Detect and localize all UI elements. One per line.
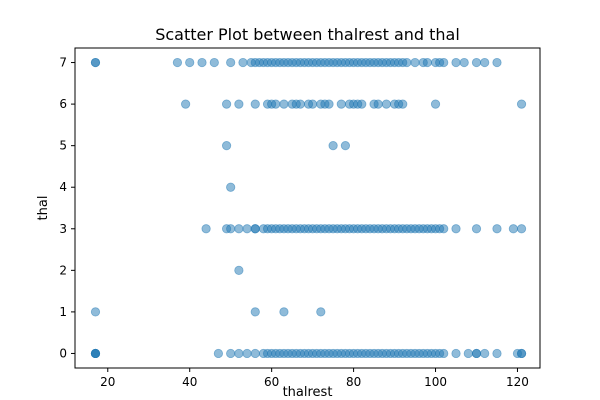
data-point [271, 99, 281, 109]
data-point [226, 224, 236, 234]
y-tick-label: 5 [59, 139, 67, 153]
x-tick-label: 80 [346, 375, 361, 389]
data-point [480, 57, 490, 68]
data-point [422, 57, 432, 68]
data-point [250, 348, 260, 359]
points-layer [90, 57, 527, 359]
data-point [279, 307, 289, 317]
data-point [324, 99, 334, 109]
data-point [209, 57, 219, 68]
plot-frame [74, 47, 541, 369]
data-point [250, 99, 260, 109]
data-point [279, 99, 289, 109]
y-tick-label: 3 [59, 222, 67, 236]
y-tick-label: 7 [59, 56, 67, 70]
y-tick-label: 1 [59, 305, 67, 319]
data-point [492, 348, 502, 359]
data-point [463, 348, 473, 359]
data-point [234, 99, 244, 109]
data-point [439, 57, 449, 68]
data-point [459, 57, 469, 68]
data-point [328, 141, 338, 151]
data-point [250, 224, 260, 234]
data-point [226, 348, 236, 359]
data-point [234, 224, 244, 234]
data-point [516, 348, 527, 359]
data-point [402, 57, 412, 68]
data-point [373, 99, 383, 109]
data-point [238, 57, 248, 68]
data-point [471, 57, 482, 68]
x-axis-label: thalrest [283, 385, 333, 400]
data-point [221, 141, 232, 151]
data-point [516, 99, 527, 109]
data-point [471, 224, 482, 234]
y-axis-label: thal [36, 196, 51, 221]
data-point [242, 224, 252, 234]
data-point [398, 99, 408, 109]
data-point [340, 141, 350, 151]
data-point [197, 57, 207, 68]
data-point [357, 99, 367, 109]
data-point [181, 99, 191, 109]
x-tick-label: 100 [424, 375, 447, 389]
data-point [451, 348, 461, 359]
y-tick-label: 6 [59, 97, 67, 111]
data-point [250, 307, 260, 317]
data-point [451, 57, 461, 68]
data-point [471, 348, 482, 359]
data-point [316, 307, 326, 317]
data-point [242, 348, 252, 359]
data-point [90, 57, 101, 68]
data-point [295, 99, 305, 109]
data-point [451, 224, 461, 234]
data-point [508, 224, 518, 234]
data-point [172, 57, 183, 68]
x-tick-label: 40 [182, 375, 197, 389]
y-tick-label: 4 [59, 180, 67, 194]
data-point [226, 57, 236, 68]
data-point [90, 348, 101, 359]
data-point [226, 182, 236, 192]
data-point [430, 99, 441, 109]
data-point [185, 57, 195, 68]
data-point [201, 224, 211, 234]
x-tick-label: 120 [506, 375, 529, 389]
x-tick-label: 20 [100, 375, 115, 389]
chart-title: Scatter Plot between thalrest and thal [155, 25, 460, 44]
data-point [516, 224, 527, 234]
data-point [381, 99, 391, 109]
data-point [234, 348, 244, 359]
data-point [221, 99, 232, 109]
data-point [439, 224, 449, 234]
data-point [410, 57, 420, 68]
x-axis-ticks: 20 40 60 80 100 120 [100, 368, 529, 389]
y-tick-label: 0 [59, 346, 67, 360]
data-point [492, 57, 502, 68]
data-point [439, 348, 449, 359]
x-tick-label: 60 [264, 375, 279, 389]
y-tick-label: 2 [59, 263, 67, 277]
data-point [213, 348, 223, 359]
data-point [308, 99, 318, 109]
data-point [480, 348, 490, 359]
data-point [234, 265, 244, 275]
data-point [492, 224, 502, 234]
data-point [336, 99, 346, 109]
data-point [90, 307, 101, 317]
y-axis-ticks: 0 1 2 3 4 5 6 7 [59, 56, 75, 360]
